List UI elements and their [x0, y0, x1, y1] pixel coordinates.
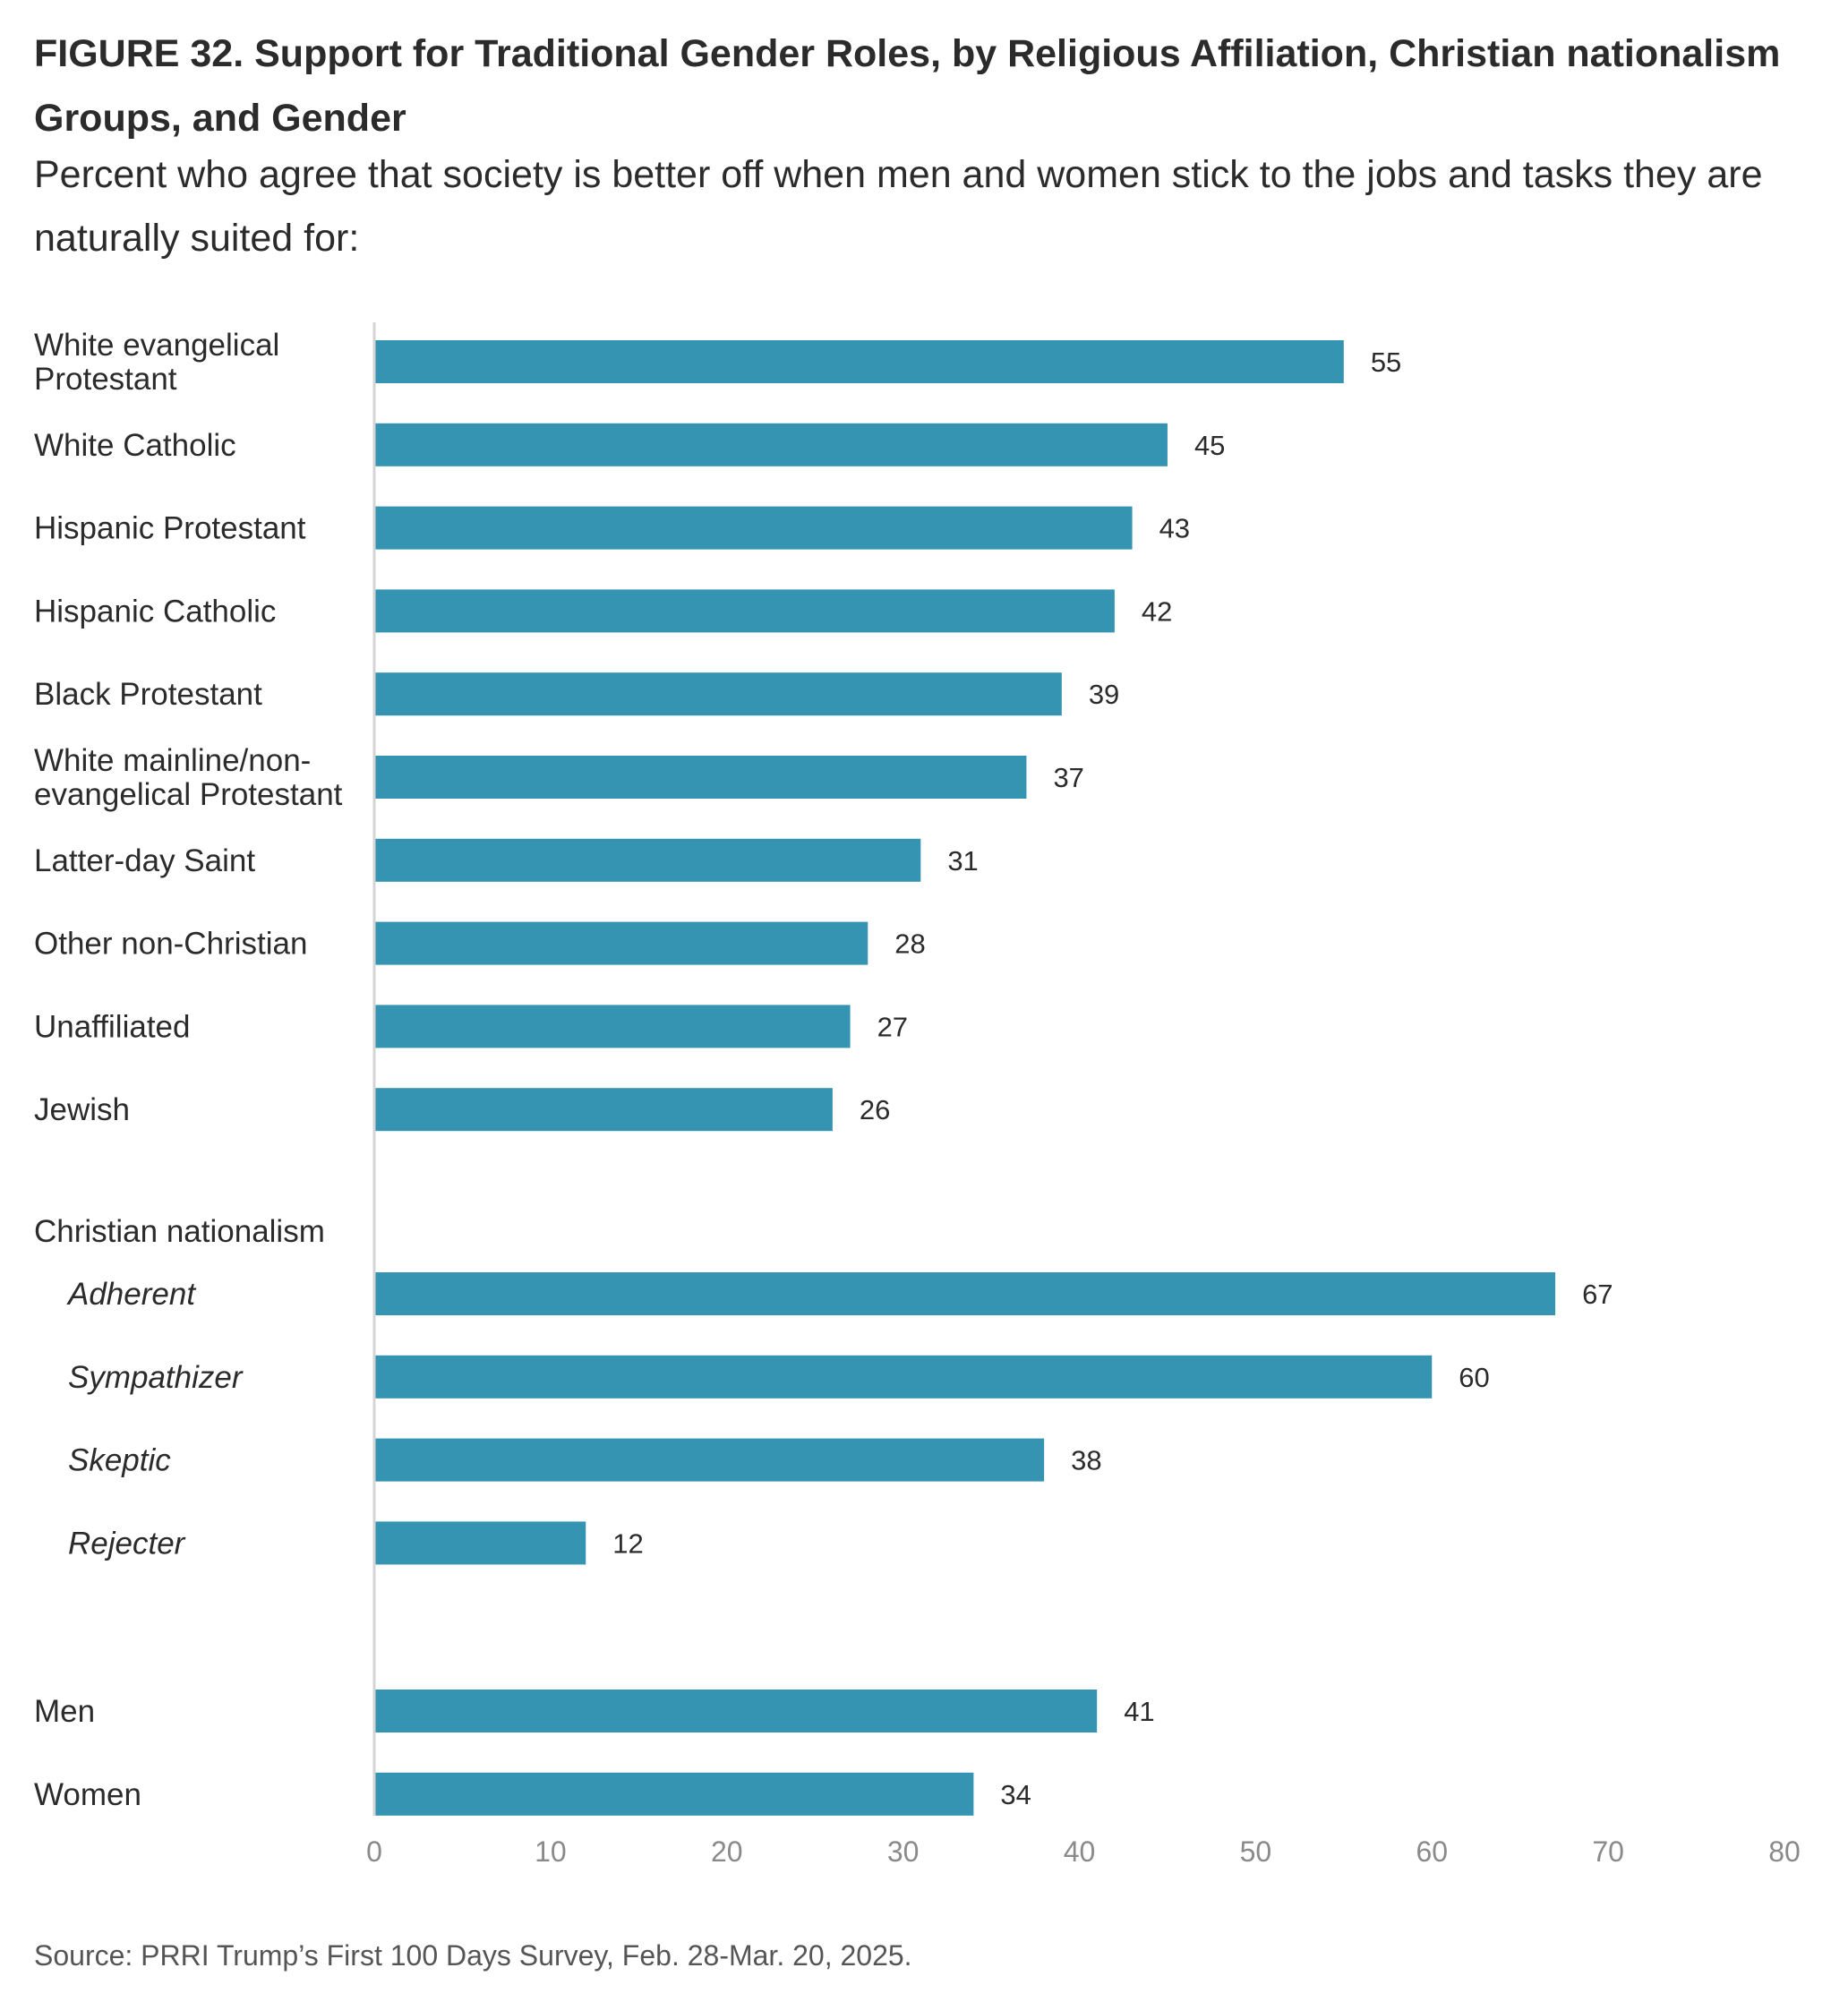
value-label-jewish: 26	[860, 1094, 890, 1125]
value-label-other-non-christian: 28	[894, 928, 925, 960]
x-tick-label-80: 80	[1768, 1835, 1801, 1868]
value-label-hispanic-protestant: 43	[1159, 513, 1190, 544]
bar-chart: 55 White evangelical Protestant 45 White Cat…	[34, 322, 1801, 1868]
value-label-unaffiliated: 27	[877, 1011, 908, 1042]
value-label-latter-day-saint: 31	[947, 845, 978, 877]
value-label-hispanic-catholic: 42	[1142, 595, 1172, 627]
bar-black-protestant	[375, 672, 1062, 716]
source-note: Source: PRRI Trump’s First 100 Days Surv…	[34, 1939, 912, 1972]
value-label-sympathizer: 60	[1459, 1362, 1489, 1393]
group-heading-christian-nationalism: Christian nationalism	[34, 1214, 325, 1249]
category-label-white-catholic: White Catholic	[34, 428, 236, 463]
category-label-skeptic: Skeptic	[68, 1443, 171, 1478]
category-label-men: Men	[34, 1694, 95, 1729]
category-label-women: Women	[34, 1777, 141, 1812]
category-label-latter-day-saint: Latter-day Saint	[34, 843, 255, 878]
bar-skeptic	[375, 1438, 1045, 1482]
bar-unaffiliated	[375, 1005, 851, 1048]
category-label-black-protestant: Black Protestant	[34, 677, 262, 712]
category-label-sympathizer: Sympathizer	[68, 1360, 244, 1395]
category-label-hispanic-catholic: Hispanic Catholic	[34, 594, 276, 629]
x-tick-label-20: 20	[711, 1835, 743, 1868]
value-label-rejecter: 12	[612, 1527, 643, 1559]
value-label-white-catholic: 45	[1194, 430, 1225, 461]
bar-white-evangelical-protestant	[375, 340, 1344, 383]
bar-white-mainline-non-evangelical-protestant	[375, 756, 1027, 799]
x-tick-label-70: 70	[1592, 1835, 1624, 1868]
category-label-hispanic-protestant: Hispanic Protestant	[34, 511, 306, 546]
bar-women	[375, 1772, 974, 1816]
value-label-white-mainline-non-evangelical-protestant: 37	[1053, 762, 1083, 793]
category-label-adherent: Adherent	[66, 1277, 196, 1312]
category-label-unaffiliated: Unaffiliated	[34, 1009, 190, 1044]
bar-white-catholic	[375, 423, 1168, 466]
bar-hispanic-protestant	[375, 506, 1133, 550]
bar-rejecter	[375, 1521, 586, 1565]
x-tick-label-40: 40	[1064, 1835, 1096, 1868]
x-tick-label-10: 10	[535, 1835, 567, 1868]
x-tick-label-0: 0	[366, 1835, 382, 1868]
value-label-women: 34	[1000, 1779, 1031, 1810]
value-label-skeptic: 38	[1071, 1445, 1101, 1476]
value-label-white-evangelical-protestant: 55	[1371, 346, 1401, 378]
chart-subtitle: Percent who agree that society is better…	[34, 153, 1763, 260]
x-tick-label-60: 60	[1416, 1835, 1448, 1868]
category-label-white-mainline-non-evangelical-protestant: White mainline/non-evangelical Protestan…	[34, 743, 343, 812]
category-label-rejecter: Rejecter	[68, 1526, 186, 1561]
category-label-jewish: Jewish	[34, 1092, 130, 1127]
value-label-adherent: 67	[1582, 1279, 1613, 1310]
value-label-black-protestant: 39	[1089, 679, 1119, 710]
x-tick-label-30: 30	[887, 1835, 920, 1868]
bar-hispanic-catholic	[375, 589, 1115, 633]
bar-latter-day-saint	[375, 838, 921, 882]
bar-jewish	[375, 1088, 833, 1132]
bar-men	[375, 1690, 1098, 1732]
category-label-other-non-christian: Other non-Christian	[34, 927, 307, 962]
x-tick-label-50: 50	[1240, 1835, 1272, 1868]
bar-sympathizer	[375, 1355, 1433, 1399]
category-label-white-evangelical-protestant: White evangelical Protestant	[34, 328, 279, 397]
chart-title: FIGURE 32. Support for Traditional Gende…	[34, 32, 1781, 140]
bar-other-non-christian	[375, 921, 868, 965]
bar-adherent	[375, 1272, 1556, 1315]
value-label-men: 41	[1124, 1696, 1154, 1727]
